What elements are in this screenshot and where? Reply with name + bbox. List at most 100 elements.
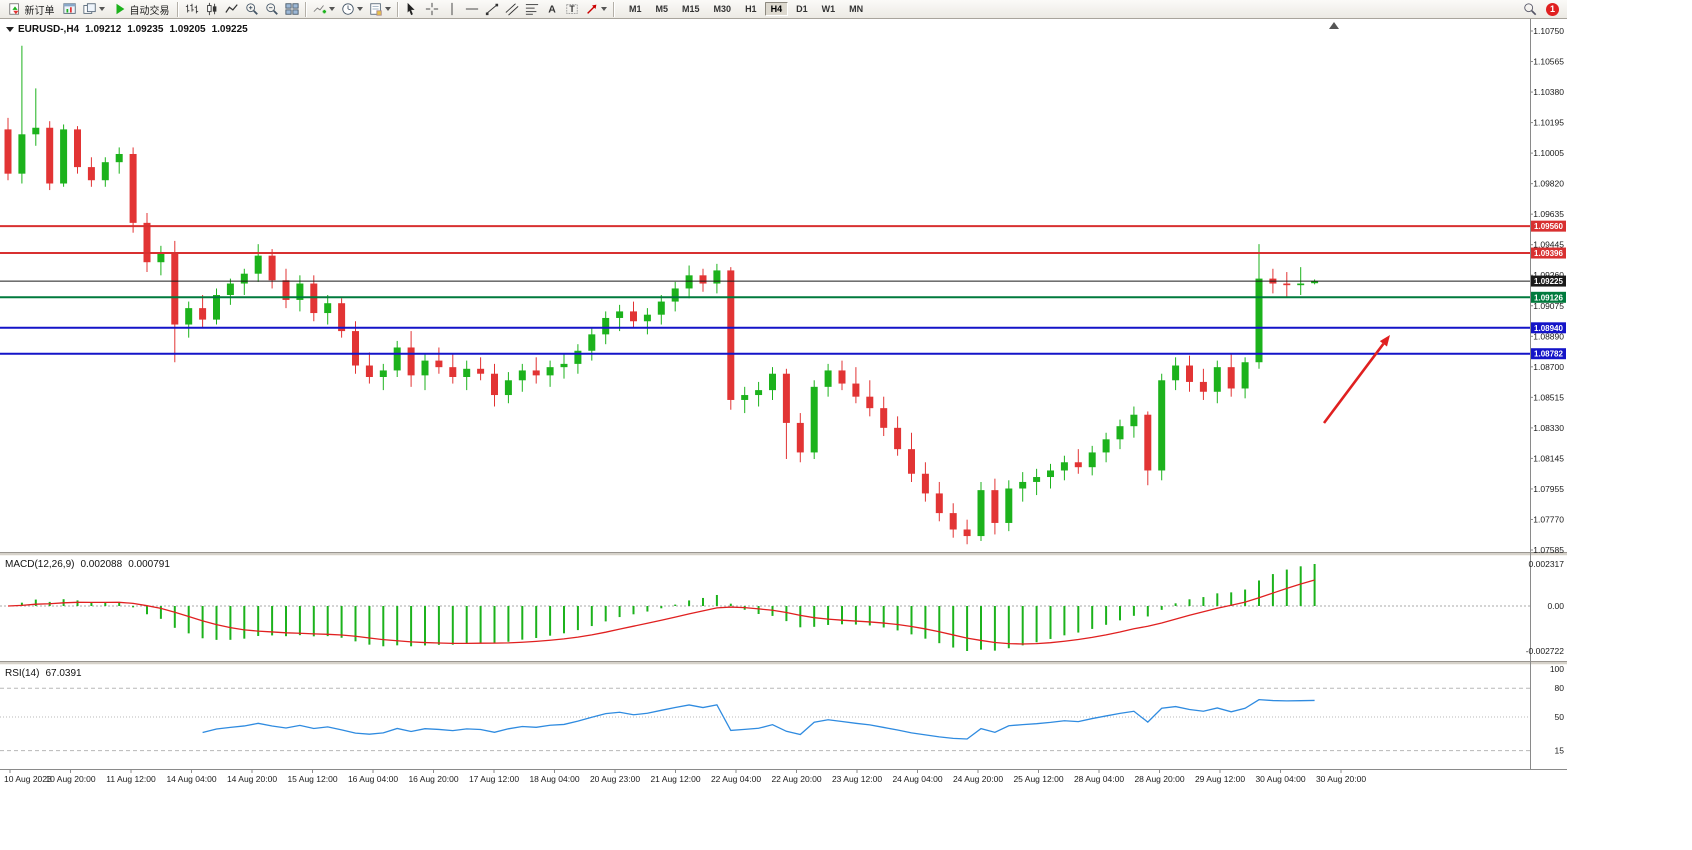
timeframe-mn[interactable]: MN — [849, 4, 864, 14]
text-tool-button[interactable]: A — [542, 1, 562, 18]
horizontal-line-icon — [465, 2, 479, 16]
toolbar-separator — [397, 1, 399, 17]
line-chart-button[interactable] — [222, 1, 242, 18]
timeframe-w1[interactable]: W1 — [821, 4, 836, 14]
tile-windows-button[interactable] — [282, 1, 302, 18]
svg-text:14 Aug 20:00: 14 Aug 20:00 — [227, 774, 277, 784]
arrows-tool-button[interactable] — [582, 1, 610, 18]
horizontal-line-button[interactable] — [462, 1, 482, 18]
svg-text:1.10195: 1.10195 — [1533, 118, 1564, 128]
channel-button[interactable] — [502, 1, 522, 18]
chart-canvas[interactable]: 1.10750 1.10565 1.10380 1.10195 1.10005 1.098… — [0, 19, 1567, 786]
notification-badge[interactable]: 1 — [1546, 2, 1559, 16]
svg-text:1.08145: 1.08145 — [1533, 453, 1564, 463]
line-chart-icon — [225, 2, 239, 16]
svg-text:1.07770: 1.07770 — [1533, 514, 1564, 524]
svg-text:15 Aug 12:00: 15 Aug 12:00 — [287, 774, 337, 784]
timeframe-d1[interactable]: D1 — [796, 4, 808, 14]
svg-text:1.10005: 1.10005 — [1533, 148, 1564, 158]
zoom-in-icon — [245, 2, 259, 16]
svg-text:16 Aug 04:00: 16 Aug 04:00 — [348, 774, 398, 784]
dropdown-caret — [385, 7, 391, 11]
svg-text:30 Aug 04:00: 30 Aug 04:00 — [1255, 774, 1305, 784]
svg-text:15: 15 — [1555, 746, 1565, 756]
timeframe-m30[interactable]: M30 — [713, 4, 732, 14]
candlestick-chart-icon — [205, 2, 219, 16]
bar-chart-button[interactable] — [182, 1, 202, 18]
zoom-in-button[interactable] — [242, 1, 262, 18]
vertical-line-button[interactable] — [442, 1, 462, 18]
dropdown-caret — [99, 7, 105, 11]
svg-text:28 Aug 04:00: 28 Aug 04:00 — [1074, 774, 1124, 784]
pane-divider[interactable] — [0, 552, 1567, 556]
svg-text:25 Aug 12:00: 25 Aug 12:00 — [1013, 774, 1063, 784]
fibonacci-button[interactable] — [522, 1, 542, 18]
crosshair-button[interactable] — [422, 1, 442, 18]
toolbar-right: 1 — [1520, 1, 1565, 18]
svg-text:1.07585: 1.07585 — [1533, 545, 1564, 555]
svg-text:1.09445: 1.09445 — [1533, 240, 1564, 250]
svg-text:21 Aug 12:00: 21 Aug 12:00 — [650, 774, 700, 784]
svg-text:1.09225: 1.09225 — [1534, 277, 1563, 286]
svg-text:0.002317: 0.002317 — [1529, 559, 1565, 569]
zoom-out-icon — [265, 2, 279, 16]
timeframe-h1[interactable]: H1 — [745, 4, 757, 14]
svg-text:20 Aug 23:00: 20 Aug 23:00 — [590, 774, 640, 784]
indicators-button[interactable] — [310, 1, 338, 18]
timeframe-m5[interactable]: M5 — [655, 4, 669, 14]
toolbar-separator — [177, 1, 179, 17]
search-button[interactable] — [1520, 1, 1540, 18]
horizontal-lines[interactable] — [0, 225, 1530, 355]
cursor-button[interactable] — [402, 1, 422, 18]
profiles-button[interactable] — [80, 1, 108, 18]
price-axis: 1.10750 1.10565 1.10380 1.10195 1.10005 1.098… — [1530, 26, 1564, 555]
toolbar-separator — [305, 1, 307, 17]
zoom-out-button[interactable] — [262, 1, 282, 18]
dropdown-caret — [601, 7, 607, 11]
trend-arrow-annotation[interactable] — [1322, 335, 1390, 424]
search-icon — [1523, 2, 1537, 16]
svg-text:30 Aug 20:00: 30 Aug 20:00 — [1316, 774, 1366, 784]
chart-window-button[interactable] — [60, 1, 80, 18]
periods-button[interactable] — [338, 1, 366, 18]
price-tags: 1.09560 1.09396 1.09225 1.09126 1.08940 1.087… — [1531, 220, 1566, 360]
svg-text:1.09396: 1.09396 — [1534, 249, 1563, 258]
svg-text:17 Aug 12:00: 17 Aug 12:00 — [469, 774, 519, 784]
periods-clock-icon — [341, 2, 355, 16]
new-order-button[interactable]: 新订单 — [2, 1, 60, 18]
svg-text:28 Aug 20:00: 28 Aug 20:00 — [1134, 774, 1184, 784]
arrows-tool-icon — [585, 2, 599, 16]
candlestick-chart-button[interactable] — [202, 1, 222, 18]
new-order-icon — [8, 2, 22, 16]
svg-text:22 Aug 04:00: 22 Aug 04:00 — [711, 774, 761, 784]
svg-text:1.08700: 1.08700 — [1533, 362, 1564, 372]
svg-text:1.09075: 1.09075 — [1533, 301, 1564, 311]
new-order-label: 新订单 — [24, 5, 55, 17]
cursor-icon — [405, 2, 419, 16]
dropdown-caret — [357, 7, 363, 11]
timeframe-group: M1 M5 M15 M30 H1 H4 D1 W1 MN — [622, 2, 870, 16]
svg-text:22 Aug 20:00: 22 Aug 20:00 — [771, 774, 821, 784]
chart-shift-marker[interactable] — [1329, 22, 1339, 29]
svg-text:10 Aug 2023: 10 Aug 2023 — [4, 774, 52, 784]
svg-text:T: T — [569, 4, 575, 14]
trendline-button[interactable] — [482, 1, 502, 18]
templates-button[interactable] — [366, 1, 394, 18]
timeframe-h4[interactable]: H4 — [764, 2, 789, 16]
svg-text:11 Aug 12:00: 11 Aug 12:00 — [106, 774, 156, 784]
label-tool-button[interactable]: T — [562, 1, 582, 18]
chart-window[interactable]: 1.10750 1.10565 1.10380 1.10195 1.10005 1.098… — [0, 19, 1567, 786]
timeframe-m1[interactable]: M1 — [629, 4, 642, 14]
svg-text:18 Aug 04:00: 18 Aug 04:00 — [529, 774, 579, 784]
profiles-icon — [83, 2, 97, 16]
pane-divider[interactable] — [0, 661, 1567, 665]
macd-histogram — [20, 564, 1316, 651]
svg-text:50: 50 — [1555, 712, 1565, 722]
timeframe-m15[interactable]: M15 — [682, 4, 700, 14]
svg-text:1.09126: 1.09126 — [1534, 293, 1563, 302]
autotrading-button[interactable]: 自动交易 — [108, 1, 174, 18]
channel-icon — [505, 2, 519, 16]
chart-window-icon — [63, 2, 77, 16]
fibonacci-icon — [525, 2, 539, 16]
